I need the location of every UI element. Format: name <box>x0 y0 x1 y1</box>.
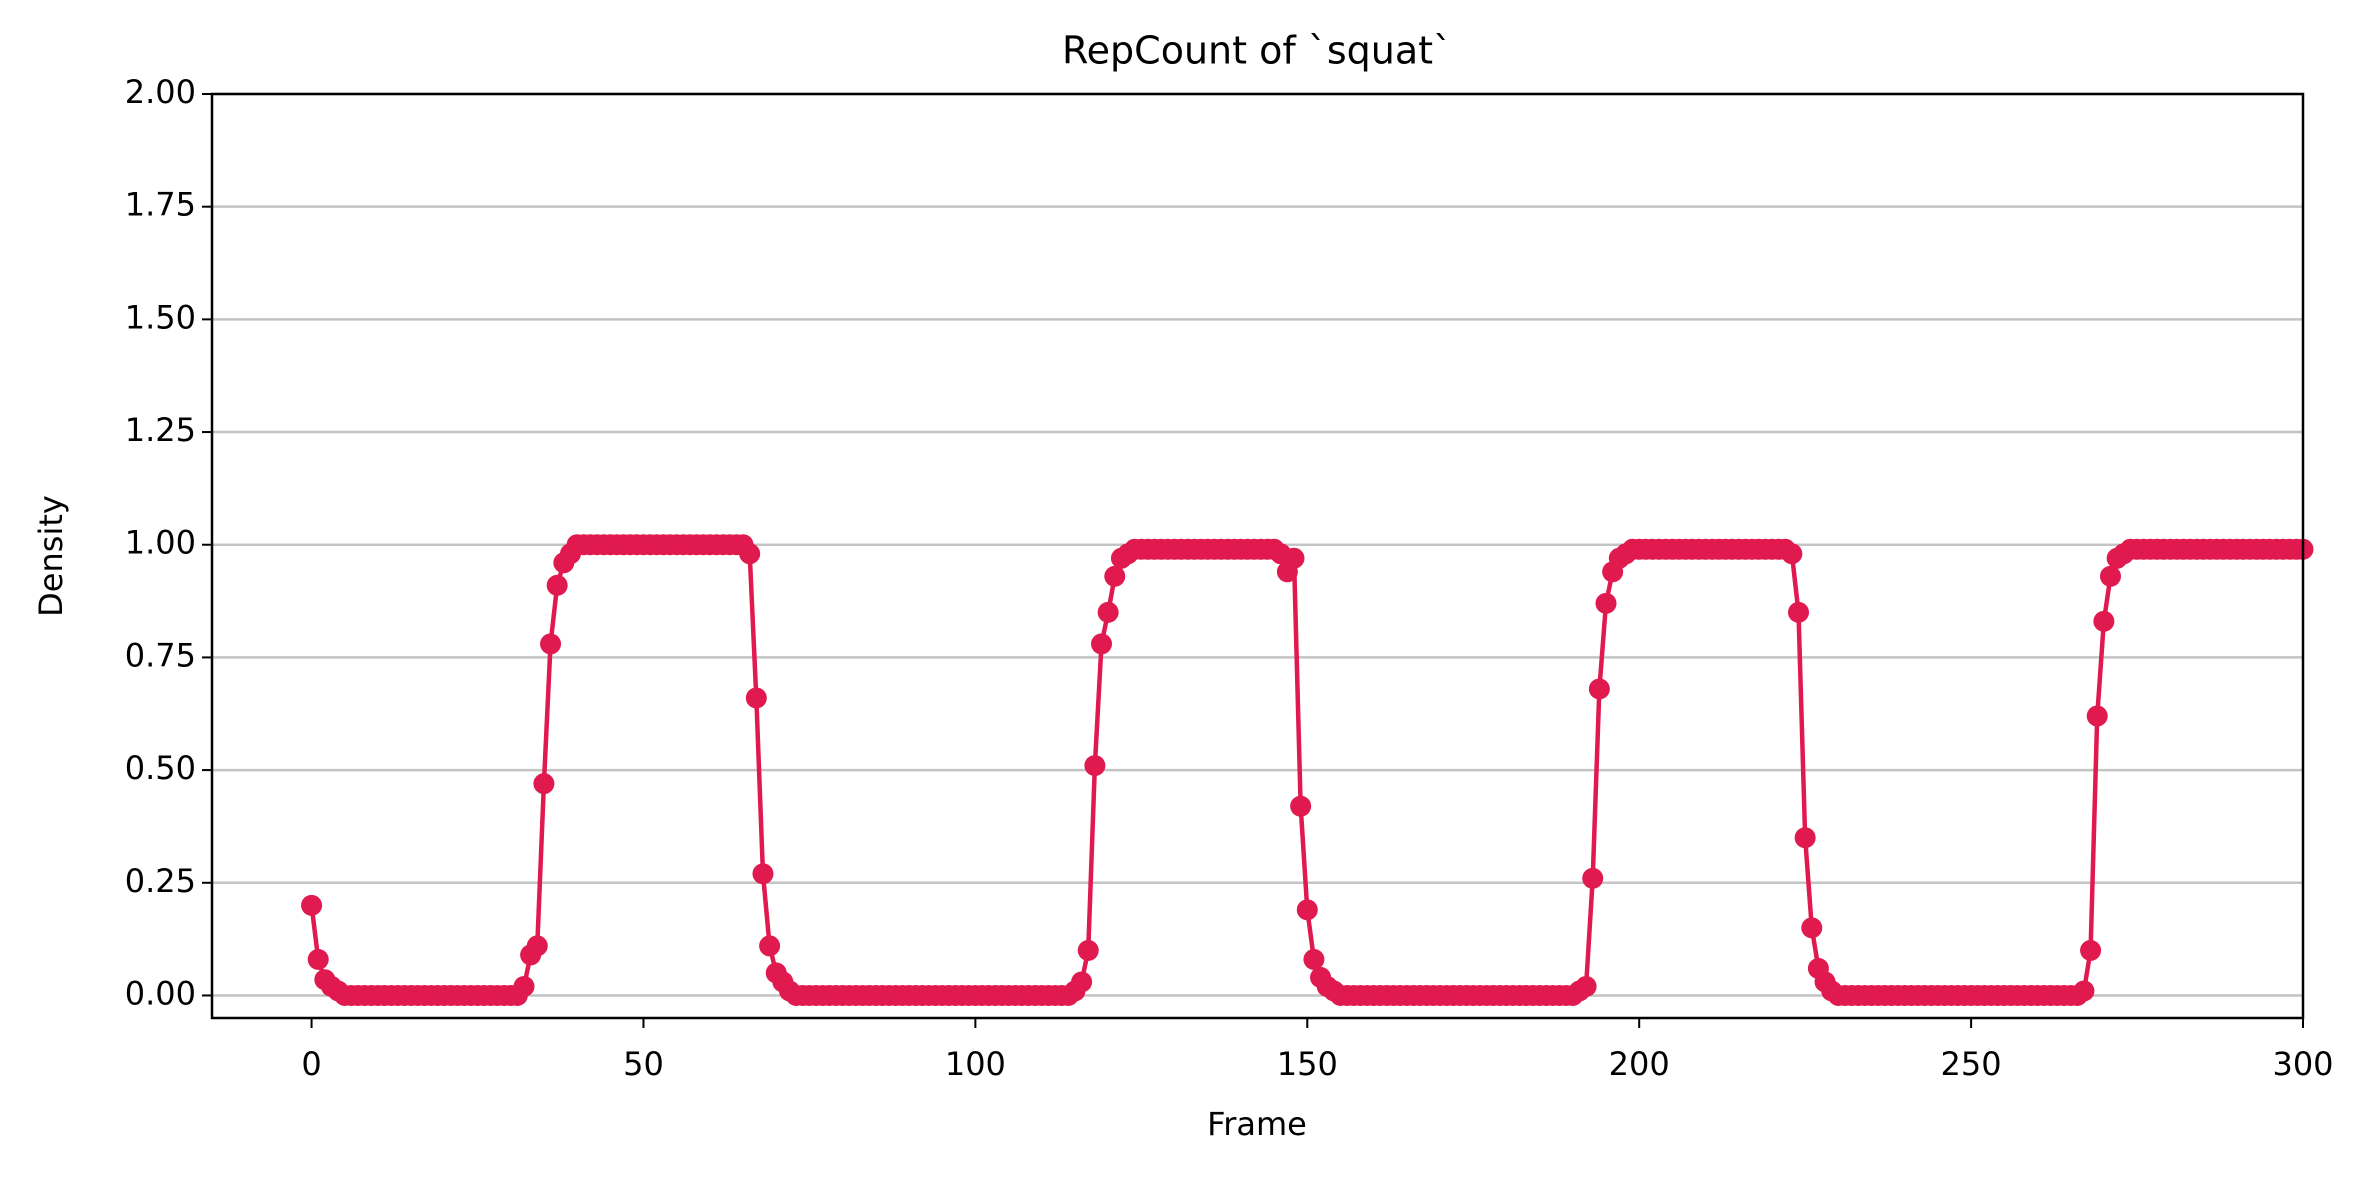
data-point <box>2099 565 2121 587</box>
data-point <box>1091 633 1113 655</box>
y-tick-label: 0.25 <box>125 862 196 900</box>
data-point <box>1588 678 1610 700</box>
data-point <box>2093 610 2115 632</box>
data-point <box>540 633 562 655</box>
data-point <box>533 773 555 795</box>
chart-title: RepCount of `squat` <box>1062 29 1452 73</box>
data-point <box>745 687 767 709</box>
x-tick-label: 300 <box>2272 1045 2333 1083</box>
y-tick-label: 1.00 <box>125 524 196 562</box>
data-point <box>546 574 568 596</box>
x-tick-label: 0 <box>301 1045 321 1083</box>
data-point <box>1781 543 1803 565</box>
x-tick-label: 100 <box>945 1045 1006 1083</box>
data-point <box>752 863 774 885</box>
data-point <box>1077 939 1099 961</box>
data-point <box>739 543 761 565</box>
data-point <box>759 935 781 957</box>
data-point <box>1084 755 1106 777</box>
x-tick-label: 200 <box>1609 1045 1670 1083</box>
data-point <box>1290 795 1312 817</box>
y-tick-label: 1.50 <box>125 298 196 336</box>
y-tick-label: 2.00 <box>125 73 196 111</box>
data-point <box>1788 601 1810 623</box>
data-point <box>2080 939 2102 961</box>
data-point <box>1104 565 1126 587</box>
data-point <box>1801 917 1823 939</box>
y-tick-label: 0.00 <box>125 974 196 1012</box>
plot-frame <box>210 92 2305 1020</box>
data-point <box>1595 592 1617 614</box>
x-axis-label: Frame <box>1207 1105 1307 1143</box>
data-point <box>2086 705 2108 727</box>
x-tick-label: 50 <box>623 1045 664 1083</box>
data-point <box>307 948 329 970</box>
data-point <box>1303 948 1325 970</box>
data-point <box>1097 601 1119 623</box>
data-point <box>1071 971 1093 993</box>
data-point <box>1794 827 1816 849</box>
x-tick-label: 150 <box>1277 1045 1338 1083</box>
data-point <box>2073 980 2095 1002</box>
data-point <box>301 894 323 916</box>
y-tick-label: 0.75 <box>125 636 196 674</box>
data-point <box>1575 975 1597 997</box>
x-tick-label: 250 <box>1941 1045 2002 1083</box>
y-tick-label: 0.50 <box>125 749 196 787</box>
data-point <box>1296 899 1318 921</box>
data-point <box>1283 547 1305 569</box>
data-point <box>513 975 535 997</box>
y-tick-label: 1.75 <box>125 186 196 224</box>
y-axis-label: Density <box>32 495 70 617</box>
y-tick-label: 1.25 <box>125 411 196 449</box>
data-point <box>1582 867 1604 889</box>
data-point <box>526 935 548 957</box>
